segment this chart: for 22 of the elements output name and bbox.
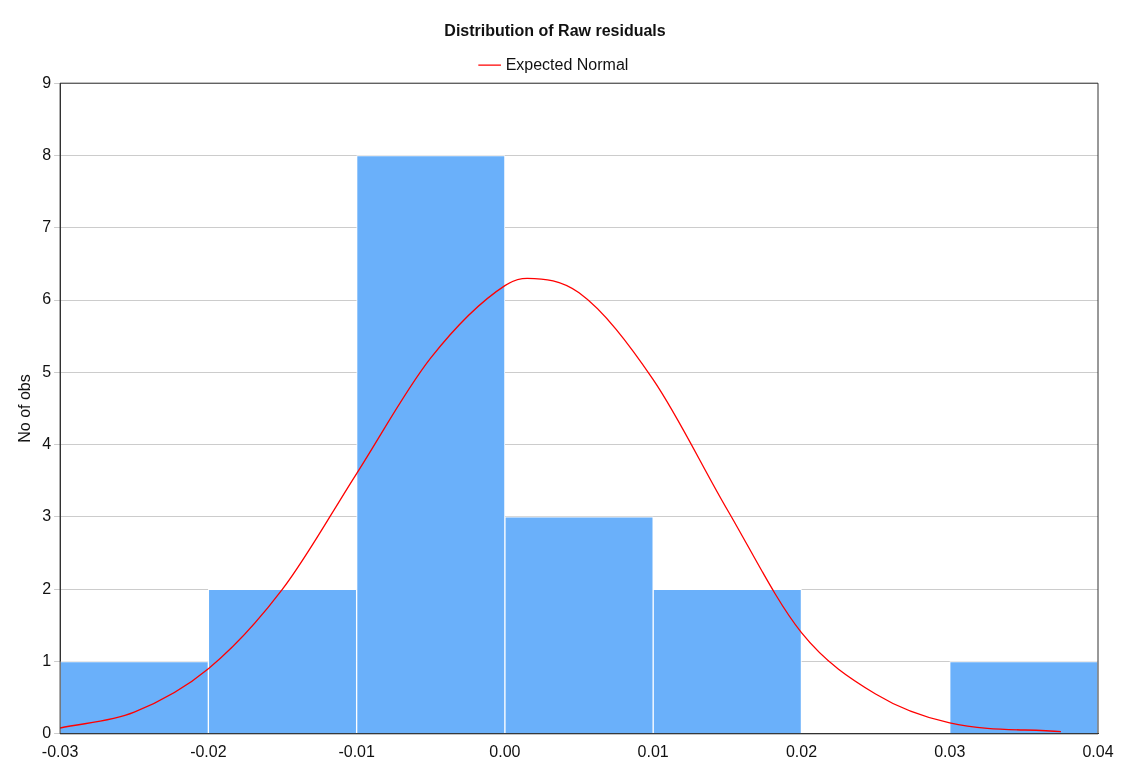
x-tick-label: -0.02 <box>190 742 227 760</box>
x-tick-label: 0.02 <box>785 742 818 760</box>
x-tick-label: 0.01 <box>637 742 669 760</box>
y-tick-label: 0 <box>42 724 52 742</box>
chart-title: Distribution of Raw residuals <box>444 22 666 40</box>
y-tick-label: 2 <box>42 579 52 597</box>
y-tick-label: 6 <box>42 290 52 308</box>
x-tick-label: -0.01 <box>338 742 375 760</box>
y-axis-title: No of obs <box>16 374 34 443</box>
y-tick-label: 1 <box>42 651 52 669</box>
y-tick-label: 5 <box>42 362 52 380</box>
y-tick-label: 7 <box>42 218 52 236</box>
x-tick-label: 0.03 <box>934 742 966 760</box>
y-tick-label: 3 <box>42 507 52 525</box>
y-tick-label: 4 <box>42 435 52 453</box>
x-tick-label: -0.03 <box>41 742 79 760</box>
y-tick-label: 8 <box>42 145 52 163</box>
legend-label: Expected Normal <box>505 55 629 73</box>
line-series <box>60 277 1062 733</box>
x-tick-label: 0.04 <box>1082 742 1114 760</box>
x-tick-label: 0.00 <box>489 742 521 760</box>
y-tick-label: 9 <box>42 73 52 91</box>
